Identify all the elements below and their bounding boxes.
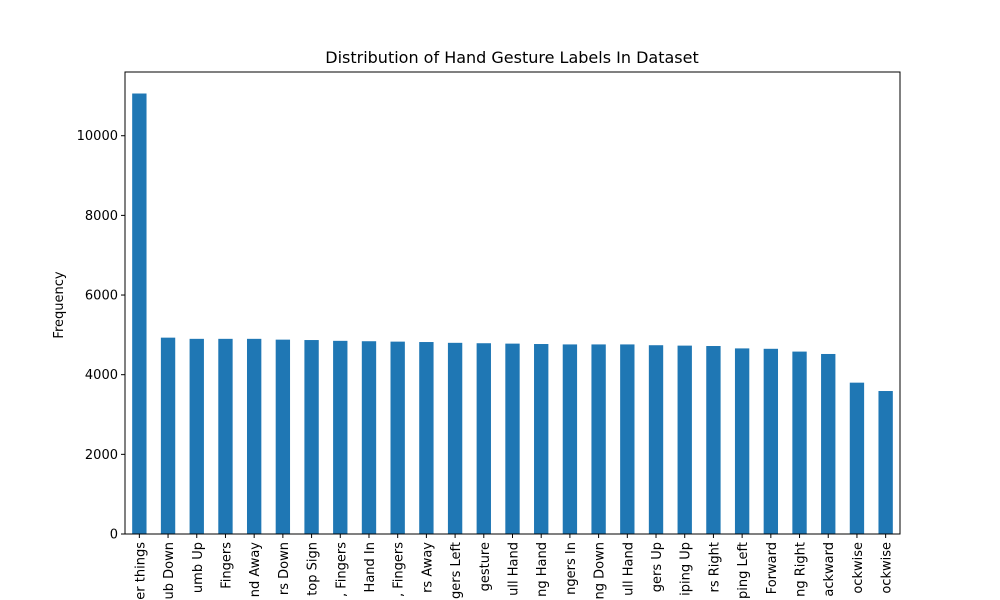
bar-23 — [792, 351, 807, 534]
bar-0 — [132, 93, 147, 534]
y-tick-label-0: 0 — [110, 528, 118, 543]
bar-25 — [849, 382, 865, 534]
bar-6 — [304, 340, 319, 534]
bar-18 — [648, 345, 664, 534]
bar-21 — [734, 348, 750, 534]
plot-frame — [124, 71, 901, 535]
bar-5 — [275, 339, 291, 534]
bar-16 — [591, 344, 606, 534]
x-tick-label-1: ub Down — [162, 542, 177, 599]
x-tick-label-0: er things — [133, 542, 148, 600]
x-tick-label-22: Forward — [765, 542, 780, 594]
bar-12 — [476, 343, 491, 534]
x-tick-label-14: ng Hand — [535, 542, 550, 597]
bar-26 — [878, 391, 893, 534]
x-tick-label-18: gers Up — [650, 542, 665, 592]
bar-7 — [333, 340, 348, 534]
x-tick-label-23: ng Right — [794, 542, 809, 597]
bar-1 — [160, 337, 176, 534]
x-tick-label-9: , Fingers — [392, 542, 407, 597]
bar-14 — [534, 344, 549, 534]
chart-title: Distribution of Hand Gesture Labels In D… — [325, 48, 699, 67]
x-tick-label-26: ockwise — [880, 542, 895, 594]
bar-9 — [390, 341, 405, 534]
x-tick-label-3: Fingers — [219, 542, 234, 589]
x-tick-label-10: rs Away — [420, 542, 435, 593]
y-tick-label-2: 4000 — [85, 368, 118, 383]
bar-3 — [218, 338, 233, 534]
x-tick-label-20: rs Right — [707, 542, 722, 592]
bar-13 — [505, 343, 520, 534]
x-tick-label-6: top Sign — [306, 542, 321, 596]
bar-17 — [620, 344, 635, 534]
x-tick-label-16: ng Down — [593, 542, 608, 599]
x-tick-label-11: gers Left — [449, 542, 464, 599]
bar-10 — [419, 342, 434, 534]
y-tick-label-3: 6000 — [85, 289, 118, 304]
x-tick-label-5: rs Down — [277, 542, 292, 595]
x-tick-label-8: Hand In — [363, 542, 378, 592]
bar-20 — [706, 346, 721, 534]
x-tick-label-4: nd Away — [248, 542, 263, 598]
bar-11 — [447, 342, 463, 534]
x-axis: er things ub Down umb Up Fingers nd Away rs D… — [133, 534, 895, 600]
x-tick-label-7: , Fingers — [334, 542, 349, 597]
bar-19 — [677, 345, 692, 534]
x-tick-label-25: ockwise — [851, 542, 866, 594]
bar-4 — [246, 338, 262, 534]
bar-15 — [562, 344, 578, 534]
x-tick-label-17: ull Hand — [621, 542, 636, 596]
x-tick-label-19: iping Up — [679, 542, 694, 596]
bar-22 — [763, 348, 779, 534]
y-axis-label: Frequency — [52, 271, 67, 338]
x-tick-label-2: umb Up — [191, 542, 206, 593]
y-tick-label-4: 8000 — [85, 209, 118, 224]
y-tick-label-1: 2000 — [85, 448, 118, 463]
x-tick-label-15: ngers In — [564, 542, 579, 595]
bar-2 — [189, 338, 204, 534]
bar-24 — [821, 353, 836, 534]
bars-group — [132, 93, 893, 534]
x-tick-label-24: ackward — [822, 542, 837, 597]
y-axis: 0 2000 4000 6000 8000 10000 — [77, 129, 125, 543]
x-tick-label-21: ping Left — [736, 542, 751, 599]
x-tick-label-12: gesture — [478, 542, 493, 591]
y-tick-label-5: 10000 — [77, 129, 118, 144]
bar-8 — [361, 341, 377, 534]
x-tick-label-13: ull Hand — [507, 542, 522, 596]
